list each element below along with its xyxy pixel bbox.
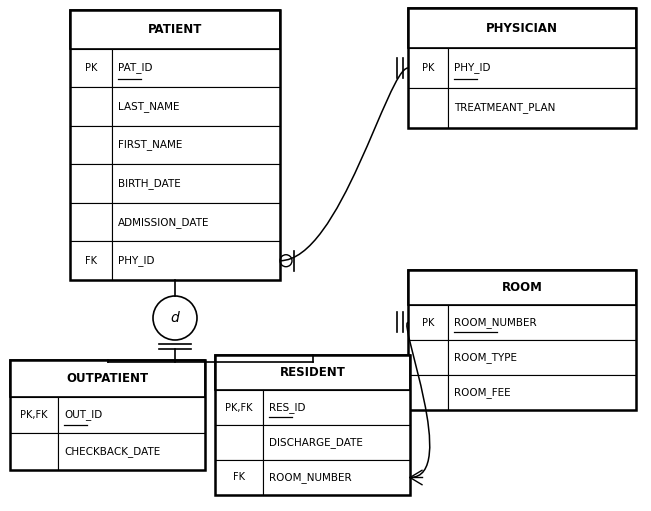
- Bar: [215, 355, 410, 495]
- Bar: [263, 425, 410, 460]
- Bar: [10, 360, 205, 470]
- Bar: [70, 164, 112, 203]
- Bar: [408, 270, 636, 410]
- Bar: [112, 49, 280, 87]
- Bar: [10, 397, 58, 433]
- Text: TREATMEANT_PLAN: TREATMEANT_PLAN: [454, 103, 555, 113]
- Bar: [112, 203, 280, 241]
- Bar: [263, 460, 410, 495]
- Text: OUTPATIENT: OUTPATIENT: [66, 372, 148, 385]
- Text: PATIENT: PATIENT: [148, 23, 202, 36]
- Bar: [408, 8, 636, 48]
- Bar: [448, 305, 636, 340]
- Bar: [215, 355, 410, 390]
- Bar: [58, 397, 205, 433]
- Bar: [408, 375, 448, 410]
- Bar: [215, 425, 263, 460]
- Text: RESIDENT: RESIDENT: [279, 366, 346, 379]
- Text: PK: PK: [422, 317, 434, 328]
- Text: FK: FK: [85, 256, 97, 266]
- Text: LAST_NAME: LAST_NAME: [118, 101, 180, 112]
- Text: ROOM_TYPE: ROOM_TYPE: [454, 352, 517, 363]
- Text: PHYSICIAN: PHYSICIAN: [486, 21, 558, 35]
- Text: PK: PK: [85, 63, 97, 73]
- Text: ROOM_FEE: ROOM_FEE: [454, 387, 510, 398]
- Bar: [70, 49, 112, 87]
- Bar: [408, 340, 448, 375]
- Bar: [215, 460, 263, 495]
- Bar: [112, 164, 280, 203]
- Bar: [70, 10, 280, 280]
- Text: ROOM_NUMBER: ROOM_NUMBER: [454, 317, 536, 328]
- Bar: [408, 8, 636, 128]
- Text: FK: FK: [233, 473, 245, 482]
- Bar: [70, 203, 112, 241]
- Bar: [408, 88, 448, 128]
- Text: ADMISSION_DATE: ADMISSION_DATE: [118, 217, 210, 227]
- Text: FIRST_NAME: FIRST_NAME: [118, 140, 182, 150]
- Bar: [70, 10, 280, 49]
- Text: PAT_ID: PAT_ID: [118, 62, 152, 73]
- Bar: [10, 433, 58, 470]
- Text: ROOM_NUMBER: ROOM_NUMBER: [269, 472, 352, 483]
- Bar: [263, 390, 410, 425]
- Bar: [112, 241, 280, 280]
- Bar: [10, 360, 205, 397]
- Bar: [112, 87, 280, 126]
- Bar: [215, 390, 263, 425]
- Bar: [112, 126, 280, 164]
- Bar: [408, 270, 636, 305]
- Text: PK,FK: PK,FK: [225, 403, 253, 412]
- Text: OUT_ID: OUT_ID: [64, 409, 102, 421]
- Bar: [70, 87, 112, 126]
- Text: PK,FK: PK,FK: [20, 410, 48, 420]
- Text: ROOM: ROOM: [501, 281, 542, 294]
- Text: CHECKBACK_DATE: CHECKBACK_DATE: [64, 446, 160, 457]
- Bar: [448, 48, 636, 88]
- Bar: [448, 340, 636, 375]
- Text: PHY_ID: PHY_ID: [118, 256, 154, 266]
- Bar: [70, 241, 112, 280]
- Text: d: d: [171, 311, 180, 325]
- Text: RES_ID: RES_ID: [269, 402, 305, 413]
- Bar: [408, 305, 448, 340]
- Text: PHY_ID: PHY_ID: [454, 62, 490, 74]
- Bar: [58, 433, 205, 470]
- Bar: [448, 88, 636, 128]
- Text: BIRTH_DATE: BIRTH_DATE: [118, 178, 181, 189]
- Bar: [408, 48, 448, 88]
- Bar: [70, 126, 112, 164]
- Text: PK: PK: [422, 63, 434, 73]
- Text: DISCHARGE_DATE: DISCHARGE_DATE: [269, 437, 363, 448]
- Bar: [448, 375, 636, 410]
